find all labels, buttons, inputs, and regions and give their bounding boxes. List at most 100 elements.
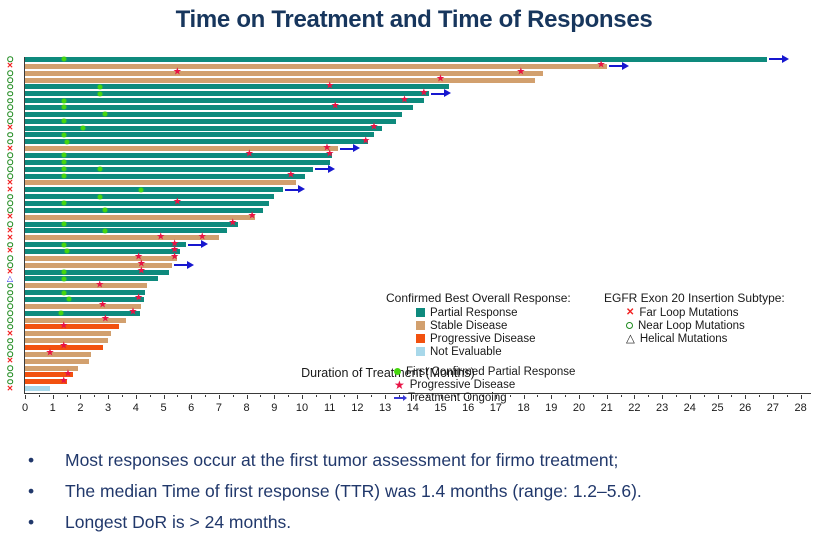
near-mutation-icon: [7, 241, 13, 248]
x-axis-tick-label: 6: [188, 402, 195, 414]
near-mutation-icon: [7, 344, 13, 351]
first-response-dot-icon: [61, 242, 66, 247]
legend-item-not_evaluable: Not Evaluable: [416, 346, 575, 358]
progression-star-icon: ★: [286, 169, 296, 181]
progression-star-icon: ★: [59, 341, 69, 353]
progression-star-icon: ★: [228, 217, 238, 229]
helical-mutation-icon: △: [6, 273, 14, 283]
near-mutation-icon: [7, 351, 13, 358]
near-mutation-icon: [7, 337, 13, 344]
progression-star-icon: ★: [419, 87, 429, 99]
x-axis-minor-tick: [620, 394, 622, 397]
x-axis-major-tick: [440, 394, 442, 399]
x-axis-major-tick: [135, 394, 137, 399]
near-mutation-icon: [7, 84, 13, 90]
x-axis-major-tick: [606, 394, 608, 399]
legend-item-label: Stable Disease: [430, 319, 508, 332]
x-axis-major-tick: [468, 394, 470, 399]
treatment-bar: [25, 139, 369, 145]
x-axis-tick-label: 26: [739, 402, 752, 414]
x-axis-minor-tick: [94, 394, 96, 397]
x-axis-tick-label: 2: [77, 402, 84, 414]
legend-item-progressive_disease: Progressive Disease: [416, 333, 575, 345]
x-axis-tick-label: 19: [545, 402, 558, 414]
treatment-bar: [25, 358, 89, 364]
legend-subtype-items: ✕ Far Loop Mutations Near Loop Mutations △ H…: [604, 307, 785, 345]
x-axis-tick-label: 17: [489, 402, 503, 414]
arrow-legend-icon: [394, 395, 407, 401]
legend-item-near-loop: Near Loop Mutations: [626, 320, 785, 332]
x-axis-major-tick: [717, 394, 719, 399]
x-axis-tick-label: 7: [215, 402, 222, 414]
first-response-dot-icon: [81, 126, 86, 130]
near-mutation-icon: [7, 255, 13, 262]
x-axis-major-tick: [662, 394, 664, 399]
far-mutation-legend-icon: ✕: [626, 306, 635, 318]
near-mutation-icon: [7, 296, 13, 303]
x-axis-major-tick: [218, 394, 220, 399]
x-axis-tick-label: 15: [434, 402, 447, 414]
treatment-bar: [25, 91, 430, 97]
treatment-bar: [25, 104, 413, 110]
progression-star-icon: ★: [156, 231, 166, 243]
first-response-dot-icon: [64, 139, 69, 144]
far-mutation-icon: ✕: [6, 246, 14, 256]
legend-item-label: Progressive Disease: [430, 332, 536, 345]
x-axis-major-tick: [745, 394, 747, 399]
x-axis-tick-label: 14: [406, 402, 419, 414]
progression-star-icon: ★: [516, 66, 526, 78]
first-response-dot-icon: [97, 91, 102, 96]
x-axis-major-tick: [772, 394, 774, 399]
x-axis-minor-tick: [371, 394, 373, 397]
legend-item-stable_disease: Stable Disease: [416, 320, 575, 332]
x-axis-minor-tick: [537, 394, 539, 397]
x-axis-major-tick: [495, 394, 497, 399]
progression-star-icon: ★: [98, 299, 108, 311]
treatment-bar: [25, 303, 142, 309]
progression-star-icon: ★: [361, 135, 371, 147]
near-mutation-icon: [7, 104, 13, 111]
treatment-bar: [25, 152, 333, 158]
x-axis-minor-tick: [648, 394, 650, 397]
first-response-dot-icon: [103, 228, 108, 233]
partial_response-swatch-icon: [416, 308, 425, 318]
bullet-text: The median Time of first response (TTR) …: [65, 480, 642, 501]
x-axis-tick-label: 25: [711, 402, 724, 414]
not_evaluable-swatch-icon: [416, 347, 425, 357]
dot-legend-icon: [394, 368, 401, 376]
first-response-dot-icon: [59, 311, 63, 316]
progression-star-icon: ★: [596, 59, 606, 71]
x-axis-major-tick: [163, 394, 165, 399]
near-mutation-icon: [7, 207, 13, 214]
treatment-bar: [25, 221, 239, 227]
far-mutation-icon: ✕: [6, 61, 14, 71]
far-mutation-icon: ✕: [6, 212, 14, 222]
near-mutation-icon: [7, 378, 13, 385]
first-response-dot-icon: [61, 276, 66, 281]
near-mutation-icon: [7, 173, 13, 179]
progression-star-icon: ★: [59, 320, 69, 332]
legend-item-label: Helical Mutations: [639, 332, 728, 345]
progression-star-icon: ★: [325, 149, 335, 161]
near-mutation-icon: [7, 70, 13, 76]
progression-star-icon: ★: [128, 306, 138, 318]
ongoing-arrow-icon: [284, 185, 305, 194]
treatment-bar: [25, 132, 375, 138]
first-response-dot-icon: [61, 98, 66, 103]
x-axis-tick-label: 9: [271, 402, 278, 414]
x-axis-minor-tick: [454, 394, 456, 397]
far-mutation-icon: ✕: [6, 123, 14, 132]
treatment-bar: [25, 63, 607, 69]
treatment-bar: [25, 207, 264, 213]
far-mutation-icon: ✕: [6, 328, 14, 338]
near-mutation-icon: [7, 200, 13, 207]
treatment-bar: [25, 365, 78, 371]
legend-item-arrow: Treatment Ongoing: [394, 392, 575, 404]
x-axis-tick-label: 4: [132, 402, 139, 414]
bullet-icon: [28, 450, 65, 472]
near-mutation-icon: [7, 56, 13, 63]
far-mutation-icon: ✕: [6, 177, 14, 187]
bullet-item: The median Time of first response (TTR) …: [28, 481, 808, 503]
progression-star-icon: ★: [244, 149, 254, 161]
x-axis-major-tick: [302, 394, 303, 399]
